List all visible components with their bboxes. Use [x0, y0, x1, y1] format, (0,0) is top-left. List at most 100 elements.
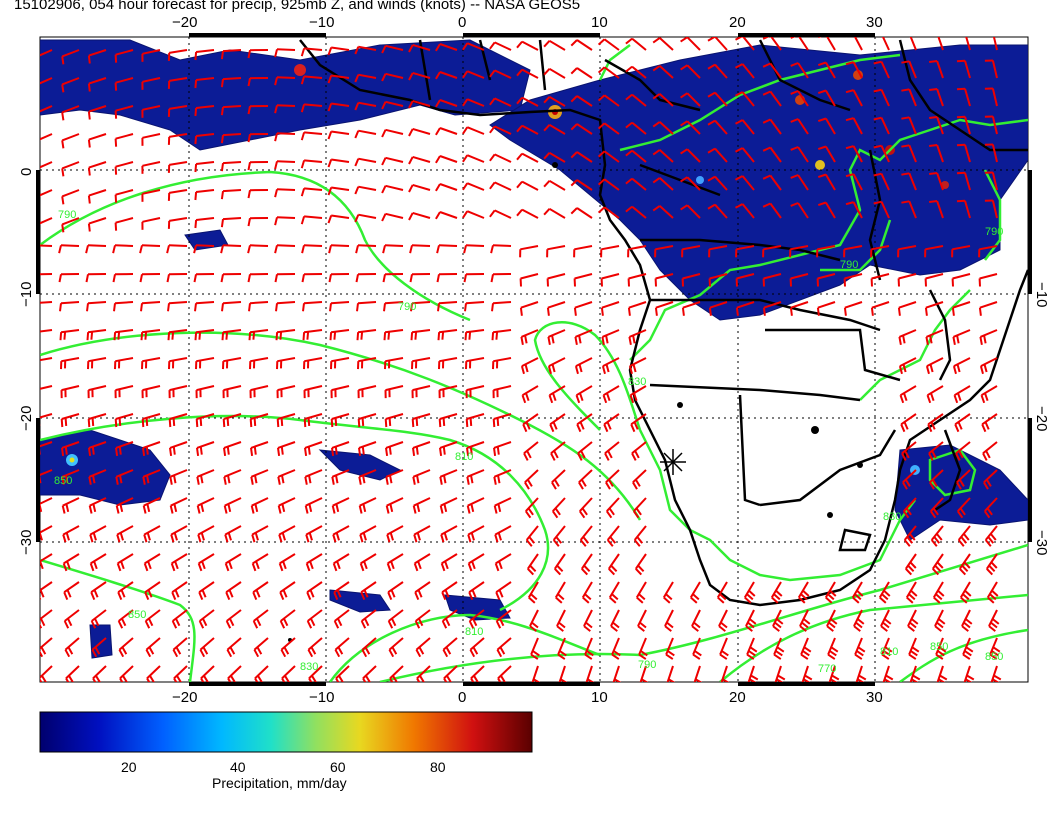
wind-barb	[360, 581, 377, 594]
wind-barb-flag	[470, 677, 475, 682]
wind-barb-flag	[882, 621, 890, 629]
wind-barb-flag	[570, 123, 578, 131]
wind-barb	[304, 131, 323, 135]
wind-barb-flag	[149, 675, 155, 682]
wind-barb-flag	[277, 476, 281, 485]
wind-barb-flag	[906, 596, 914, 604]
wind-barb-flag	[193, 274, 197, 283]
wind-barb-flag	[873, 200, 882, 205]
wind-barb-flag	[873, 60, 882, 65]
wind-barb	[60, 244, 80, 247]
wind-barb-flag	[362, 532, 367, 541]
wind-barb-flag	[800, 593, 808, 601]
wind-barb	[195, 301, 215, 305]
wind-barb-flag	[955, 452, 961, 461]
wind-barb-flag	[526, 450, 532, 459]
wind-barb-flag	[803, 678, 811, 682]
wind-barb-flag	[829, 589, 837, 597]
wind-barb	[964, 116, 971, 135]
wind-barb-flag	[87, 223, 91, 232]
wind-barb-flag	[584, 593, 592, 601]
wind-barb-flag	[194, 332, 198, 341]
wind-barb	[769, 90, 782, 107]
wind-barb-flag	[938, 646, 947, 653]
wind-barb	[603, 94, 620, 107]
wind-barb-flag	[462, 126, 469, 135]
wind-barb-flag	[228, 589, 234, 598]
wind-barb	[465, 329, 485, 334]
lat-tick-label: −30	[1033, 530, 1050, 555]
wind-barb-flag	[905, 507, 912, 516]
wind-barb	[412, 43, 431, 51]
wind-barb-flag	[717, 596, 725, 604]
wind-barb-flag	[529, 564, 537, 572]
wind-barb-flag	[521, 394, 527, 404]
wind-barb	[276, 301, 296, 305]
wind-barb	[195, 329, 215, 334]
wind-barb-flag	[94, 646, 101, 655]
wind-barb-flag	[283, 646, 290, 655]
wind-barb	[797, 118, 809, 135]
wind-barb-flag	[982, 452, 988, 461]
wind-barb	[631, 121, 647, 135]
wind-barb-flag	[828, 621, 836, 629]
wind-barb-flag	[956, 115, 966, 119]
wind-barb-flag	[964, 589, 972, 597]
wind-barb	[466, 98, 485, 107]
wind-barb-flag	[300, 48, 306, 57]
wind-barb	[303, 329, 323, 334]
wind-barb-flag	[64, 446, 68, 455]
wind-barb-flag	[929, 33, 937, 34]
wind-barb	[548, 67, 566, 79]
wind-barb-flag	[276, 418, 280, 428]
wind-barb-flag	[146, 503, 151, 513]
wind-barb-flag	[443, 503, 448, 513]
wind-barb-flag	[638, 593, 646, 601]
wind-barb-flag	[526, 479, 533, 487]
wind-barb-flag	[817, 61, 827, 67]
wind-barb	[411, 329, 431, 334]
wind-barb-flag	[195, 418, 199, 428]
wind-barb-flag	[523, 452, 529, 461]
colorbar-tick-label: 80	[430, 759, 446, 775]
wind-barb-flag	[387, 591, 393, 600]
wind-barb-flag	[337, 618, 343, 627]
wind-barb-flag	[90, 620, 97, 629]
wind-barb-flag	[574, 365, 579, 375]
wind-barb	[880, 61, 890, 79]
wind-barb-flag	[952, 336, 956, 345]
wind-barb	[937, 37, 944, 51]
wind-barb-flag	[962, 533, 970, 541]
wind-barb-flag	[250, 447, 254, 457]
wind-barb-flag	[435, 127, 441, 136]
wind-barb-flag	[85, 274, 89, 283]
wind-barb-flag	[354, 158, 360, 167]
wind-barb	[358, 213, 377, 219]
wind-barb	[279, 581, 296, 594]
lat-tick-label: −30	[18, 530, 35, 555]
wind-barb-flag	[524, 364, 529, 373]
wind-barb	[466, 70, 485, 79]
wind-barb-flag	[220, 245, 224, 254]
wind-barb-flag	[441, 331, 445, 340]
wind-barb-flag	[632, 510, 640, 519]
wind-barb-flag	[335, 475, 339, 484]
wind-barb-flag	[520, 365, 525, 375]
wind-barb-flag	[58, 274, 62, 283]
wind-barb	[825, 173, 836, 191]
wind-barb-flag	[625, 37, 633, 45]
wind-barb-flag	[873, 144, 882, 149]
wind-barb-flag	[435, 211, 441, 220]
wind-barb	[358, 157, 377, 163]
wind-barb-flag	[516, 152, 523, 161]
wind-barb-flag	[583, 564, 591, 572]
wind-barb-flag	[381, 73, 387, 82]
wind-barb-flag	[735, 37, 743, 41]
wind-barb	[40, 469, 53, 476]
wind-barb-flag	[666, 621, 674, 629]
wind-barb-flag	[230, 675, 236, 682]
wind-barb-flag	[628, 336, 632, 345]
wind-barb-flag	[466, 447, 470, 457]
wind-barb-flag	[608, 507, 615, 516]
wind-barb	[385, 44, 404, 51]
